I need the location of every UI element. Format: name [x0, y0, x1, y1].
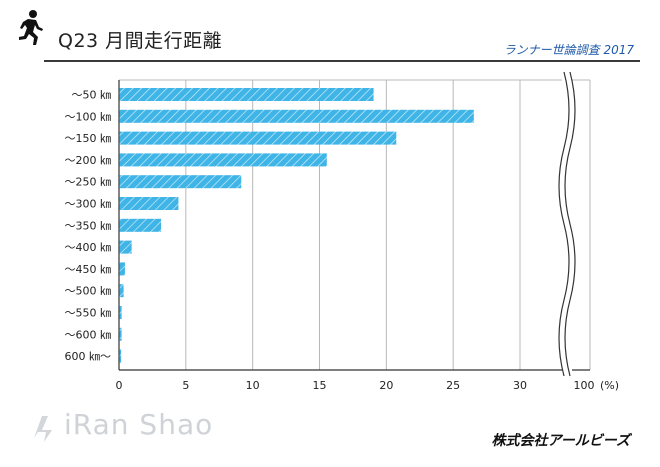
category-label-6: ～300 ㎞ [65, 198, 112, 211]
category-label-7: ～350 ㎞ [65, 219, 112, 232]
bar-12 [119, 327, 122, 341]
x-tick-label-25: 25 [446, 379, 460, 392]
watermark-logo-icon [34, 416, 52, 442]
axis-break-line-right [564, 71, 576, 377]
x-tick-label-0: 0 [116, 379, 123, 392]
company-brand: 株式会社アールビーズ [491, 433, 630, 449]
x-tick-label-20: 20 [379, 379, 393, 392]
category-label-1: ～50 ㎞ [72, 89, 112, 102]
x-tick-label-5: 5 [182, 379, 189, 392]
category-label-4: ～200 ㎞ [65, 154, 112, 167]
watermark-text: iRan Shao [64, 408, 214, 441]
category-label-3: ～150 ㎞ [65, 132, 112, 145]
x-tick-label-break: 100 [574, 379, 595, 392]
axis-break-line-left [558, 71, 570, 377]
bar-6 [119, 197, 179, 210]
bar-3 [119, 131, 397, 145]
category-label-5: ～250 ㎞ [65, 176, 112, 189]
bar-9 [119, 262, 125, 276]
bar-11 [119, 306, 122, 319]
page-title: Q23 月間走行距離 [58, 30, 223, 52]
bar-8 [119, 240, 132, 254]
grid-layer [118, 71, 591, 378]
bar-13 [119, 349, 122, 363]
bar-layer [119, 88, 474, 363]
category-label-2: ～100 ㎞ [65, 110, 112, 123]
bar-2 [119, 109, 474, 123]
bar-4 [119, 153, 327, 167]
label-layer: ～50 ㎞ ～100 ㎞ ～150 ㎞ ～200 ㎞ ～250 ㎞ ～300 ㎞ ～350 … [65, 89, 620, 393]
bar-7 [119, 218, 162, 232]
x-axis-unit-label: (%) [600, 379, 619, 392]
category-label-11: ～550 ㎞ [65, 307, 112, 320]
bar-5 [119, 175, 242, 189]
x-tick-label-15: 15 [313, 379, 327, 392]
bar-10 [119, 284, 124, 298]
category-label-9: ～450 ㎞ [65, 263, 112, 276]
category-label-13: 600 ㎞～ [65, 350, 112, 363]
survey-subtitle: ランナー世論調査 2017 [503, 43, 634, 57]
runner-icon [19, 10, 43, 45]
category-label-12: ～600 ㎞ [65, 328, 112, 341]
category-label-8: ～400 ㎞ [65, 241, 112, 254]
bar-1 [119, 88, 374, 101]
axis-break-gap [562, 72, 572, 378]
header-divider [44, 60, 640, 62]
x-tick-label-30: 30 [513, 379, 527, 392]
x-tick-label-10: 10 [246, 379, 260, 392]
category-label-10: ～500 ㎞ [65, 285, 112, 298]
